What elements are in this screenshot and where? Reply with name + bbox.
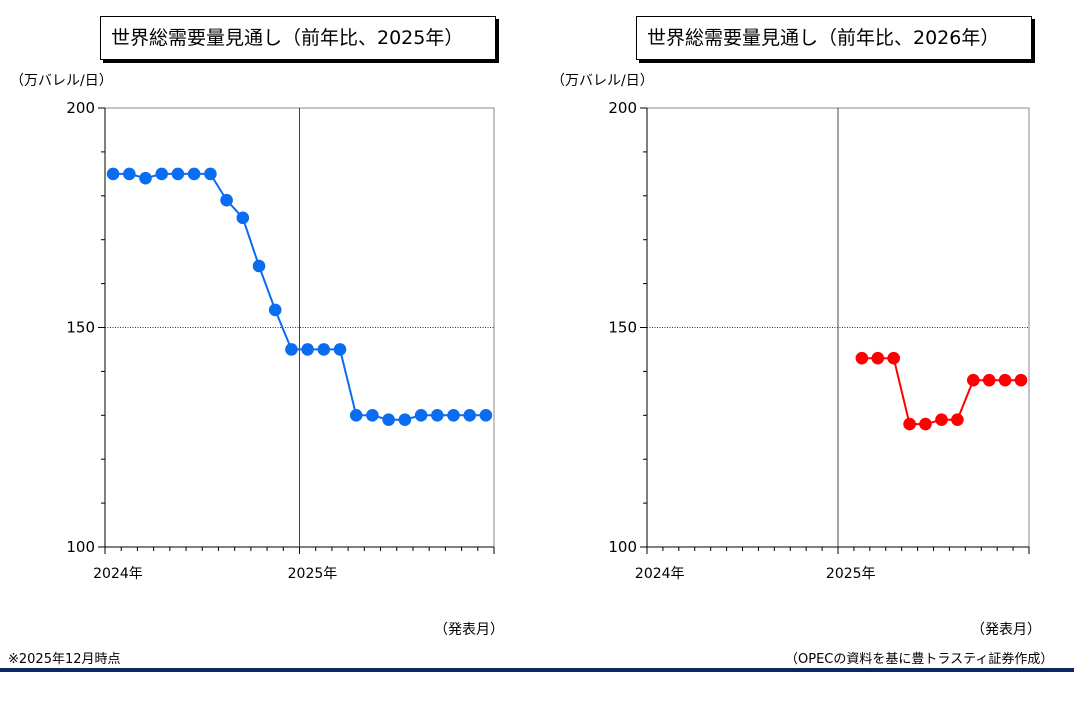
data-point <box>333 343 347 356</box>
y-tick-label: 150 <box>66 319 95 337</box>
footer-rule <box>0 668 1074 672</box>
data-point <box>187 167 201 181</box>
data-point <box>106 167 120 181</box>
data-point <box>967 373 980 387</box>
data-point <box>871 351 885 365</box>
y-tick-label: 100 <box>66 538 95 556</box>
y-tick-label: 200 <box>66 99 95 117</box>
chart-panel-2025: 世界総需要量見通し（前年比、2025年） （万バレル/日） 100 150 200 2… <box>0 0 537 640</box>
data-point <box>171 167 185 181</box>
data-point <box>220 193 233 207</box>
x-tick-label: 2024年 <box>635 566 685 582</box>
chart-title: 世界総需要量見通し（前年比、2025年） <box>100 16 496 60</box>
footnote-source: （OPECの資料を基に豊トラスティ証券作成） <box>785 652 1054 667</box>
y-axis-unit-label: （万バレル/日） <box>10 73 113 89</box>
x-axis-title: （発表月） <box>434 622 504 638</box>
data-point <box>398 413 412 427</box>
data-point <box>982 373 996 387</box>
data-point <box>463 409 477 422</box>
chart-title: 世界総需要量見通し（前年比、2026年） <box>636 16 1032 60</box>
data-point <box>998 373 1012 387</box>
data-point <box>951 413 964 427</box>
data-point <box>301 343 314 356</box>
y-tick-label: 100 <box>608 538 637 556</box>
data-point <box>349 409 363 422</box>
data-point <box>366 409 379 422</box>
plot-area: 100 150 200 2024年 2025年 <box>608 99 1030 582</box>
data-point <box>123 167 136 181</box>
x-tick-label: 2024年 <box>93 566 143 582</box>
y-axis-unit-label: （万バレル/日） <box>551 73 654 89</box>
data-point <box>139 171 152 185</box>
data-point <box>252 259 266 273</box>
data-point <box>431 409 444 422</box>
data-point <box>155 167 168 181</box>
plot-area: 100 150 200 2024年 2025年 <box>66 99 495 582</box>
data-point <box>204 167 217 181</box>
data-point <box>919 417 932 431</box>
y-tick-label: 200 <box>608 99 637 117</box>
data-point <box>1014 373 1028 387</box>
y-tick-label: 150 <box>608 319 637 337</box>
x-tick-label: 2025年 <box>288 566 338 582</box>
data-point <box>855 351 869 365</box>
data-point <box>887 351 900 365</box>
data-point <box>317 343 331 356</box>
data-point <box>382 413 395 427</box>
data-point <box>479 409 493 422</box>
chart-panel-2026: 世界総需要量見通し（前年比、2026年） （万バレル/日） 100 150 200 2… <box>537 0 1074 640</box>
data-point <box>414 409 428 422</box>
x-axis-title: （発表月） <box>971 622 1041 638</box>
data-point <box>268 303 282 317</box>
data-point <box>935 413 948 427</box>
data-point <box>903 417 916 431</box>
data-point <box>236 211 250 225</box>
x-tick-label: 2025年 <box>826 566 876 582</box>
data-point <box>447 409 460 422</box>
footnote-date: ※2025年12月時点 <box>8 652 121 667</box>
data-point <box>285 343 298 356</box>
